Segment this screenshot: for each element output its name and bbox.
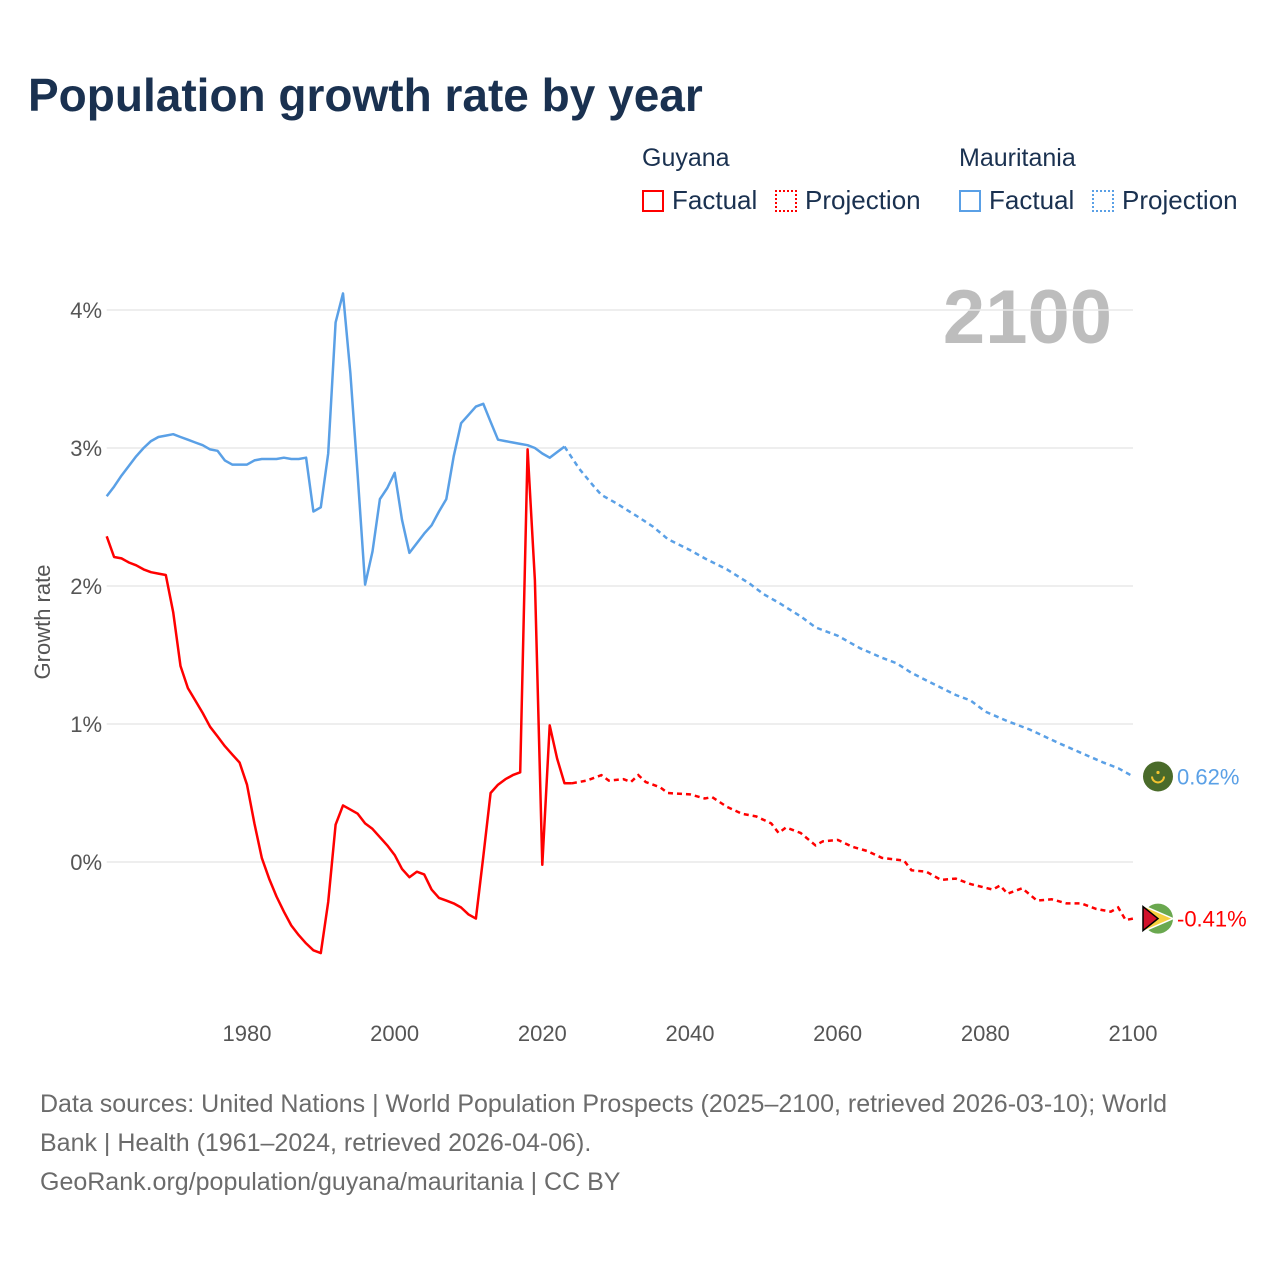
legend-label: Projection — [1122, 185, 1238, 215]
legend-guyana-heading: Guyana — [642, 144, 730, 172]
legend-label: Factual — [672, 185, 758, 215]
legend-mauritania-projection[interactable]: Projection — [1092, 185, 1238, 216]
mauritania-flag-icon — [1143, 761, 1173, 792]
footer-sources-line1: Data sources: United Nations | World Pop… — [40, 1090, 1168, 1118]
guyana-end-value-label: -0.41% — [1177, 907, 1247, 932]
guyana-factual-line — [105, 448, 572, 955]
legend-guyana-factual[interactable]: Factual — [642, 185, 757, 216]
x-tick-label: 2060 — [813, 1021, 862, 1046]
legend-swatch-solid-blue — [959, 189, 981, 212]
x-tick-label: 1980 — [223, 1021, 272, 1046]
footer-sources-line2: Bank | Health (1961–2024, retrieved 2026… — [40, 1129, 592, 1157]
mauritania-end-value-label: 0.62% — [1177, 764, 1239, 789]
y-tick-label: 1% — [70, 712, 102, 737]
mauritania-projection-line — [563, 445, 1134, 778]
y-axis-label: Growth rate — [30, 565, 55, 680]
guyana-projection-line — [571, 773, 1134, 922]
legend-swatch-dotted-blue — [1092, 189, 1114, 212]
y-tick-label: 2% — [70, 574, 102, 599]
guyana-flag-icon — [1142, 903, 1175, 934]
flag-crescent — [1151, 776, 1165, 784]
legend-guyana-projection[interactable]: Projection — [775, 185, 921, 216]
current-year-label: 2100 — [942, 275, 1112, 360]
chart-title: Population growth rate by year — [28, 69, 703, 121]
legend-swatch-dotted-red — [775, 189, 797, 212]
footer-attribution[interactable]: GeoRank.org/population/guyana/mauritania… — [40, 1168, 621, 1196]
flag-background — [1143, 761, 1173, 792]
y-tick-label: 0% — [70, 850, 102, 875]
y-tick-label: 3% — [70, 436, 102, 461]
mauritania-factual-line — [105, 292, 566, 586]
flag-red-triangle — [1142, 905, 1160, 933]
y-tick-label: 4% — [70, 298, 102, 323]
legend-label: Factual — [989, 185, 1075, 215]
x-tick-label: 2000 — [370, 1021, 419, 1046]
x-tick-label: 2020 — [518, 1021, 567, 1046]
x-tick-label: 2040 — [666, 1021, 715, 1046]
legend-mauritania-factual[interactable]: Factual — [959, 185, 1074, 216]
legend-swatch-solid-red — [642, 189, 664, 212]
x-tick-label: 2100 — [1109, 1021, 1158, 1046]
flag-star — [1156, 770, 1160, 775]
legend-mauritania-heading: Mauritania — [959, 144, 1076, 172]
x-tick-label: 2080 — [961, 1021, 1010, 1046]
legend-label: Projection — [805, 185, 921, 215]
